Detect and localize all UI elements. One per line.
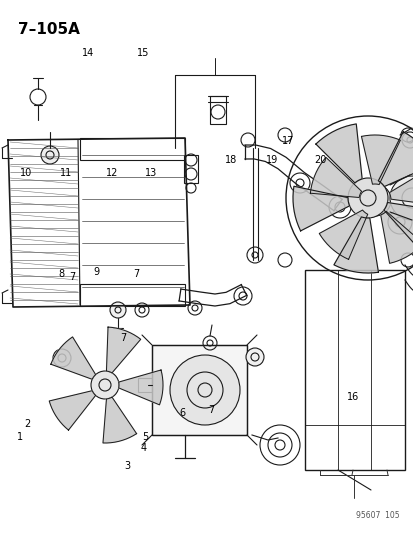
Polygon shape: [361, 135, 399, 184]
Circle shape: [53, 349, 71, 367]
Bar: [152, 345, 247, 435]
Text: 16: 16: [346, 392, 358, 402]
Text: 7: 7: [207, 406, 214, 415]
Text: 15: 15: [136, 49, 149, 58]
Bar: [80, 138, 185, 160]
Bar: [304, 270, 404, 470]
Circle shape: [387, 210, 411, 234]
Polygon shape: [106, 327, 140, 373]
Text: 6: 6: [179, 408, 185, 418]
Text: 95607  105: 95607 105: [356, 511, 399, 520]
Text: 5: 5: [141, 432, 148, 442]
Circle shape: [91, 371, 119, 399]
Text: 19: 19: [266, 155, 278, 165]
Polygon shape: [315, 124, 361, 183]
Polygon shape: [310, 157, 361, 198]
Text: 4: 4: [141, 443, 147, 453]
Circle shape: [389, 176, 413, 220]
Text: 7–105A: 7–105A: [18, 22, 80, 37]
Text: 1: 1: [17, 432, 23, 442]
Text: 12: 12: [105, 168, 118, 178]
Text: 8: 8: [58, 270, 64, 279]
Text: 11: 11: [60, 168, 72, 178]
Polygon shape: [377, 132, 413, 187]
Polygon shape: [388, 167, 413, 206]
Bar: [80, 284, 185, 306]
Polygon shape: [380, 211, 413, 263]
Circle shape: [170, 355, 240, 425]
Bar: [183, 155, 197, 183]
Polygon shape: [318, 210, 367, 260]
Polygon shape: [103, 397, 136, 443]
Polygon shape: [333, 217, 377, 273]
Text: 7: 7: [133, 270, 140, 279]
Circle shape: [245, 348, 263, 366]
Circle shape: [347, 178, 387, 218]
Text: 7: 7: [120, 334, 126, 343]
Text: 18: 18: [224, 155, 236, 165]
Text: 10: 10: [20, 168, 32, 178]
Polygon shape: [49, 391, 95, 430]
Text: 2: 2: [24, 419, 30, 429]
Polygon shape: [292, 186, 349, 231]
Text: 13: 13: [145, 168, 157, 178]
Text: 3: 3: [124, 462, 130, 471]
Polygon shape: [51, 337, 95, 379]
Text: 20: 20: [314, 155, 326, 165]
Bar: [138, 378, 152, 392]
Bar: [152, 345, 247, 435]
Polygon shape: [383, 203, 413, 251]
Text: 14: 14: [81, 49, 94, 58]
Bar: [209, 96, 225, 124]
Circle shape: [358, 184, 390, 216]
Circle shape: [110, 302, 126, 318]
Text: 7: 7: [69, 272, 76, 282]
Polygon shape: [119, 370, 163, 405]
Circle shape: [41, 146, 59, 164]
Text: 9: 9: [94, 267, 100, 277]
Text: 17: 17: [281, 136, 293, 146]
